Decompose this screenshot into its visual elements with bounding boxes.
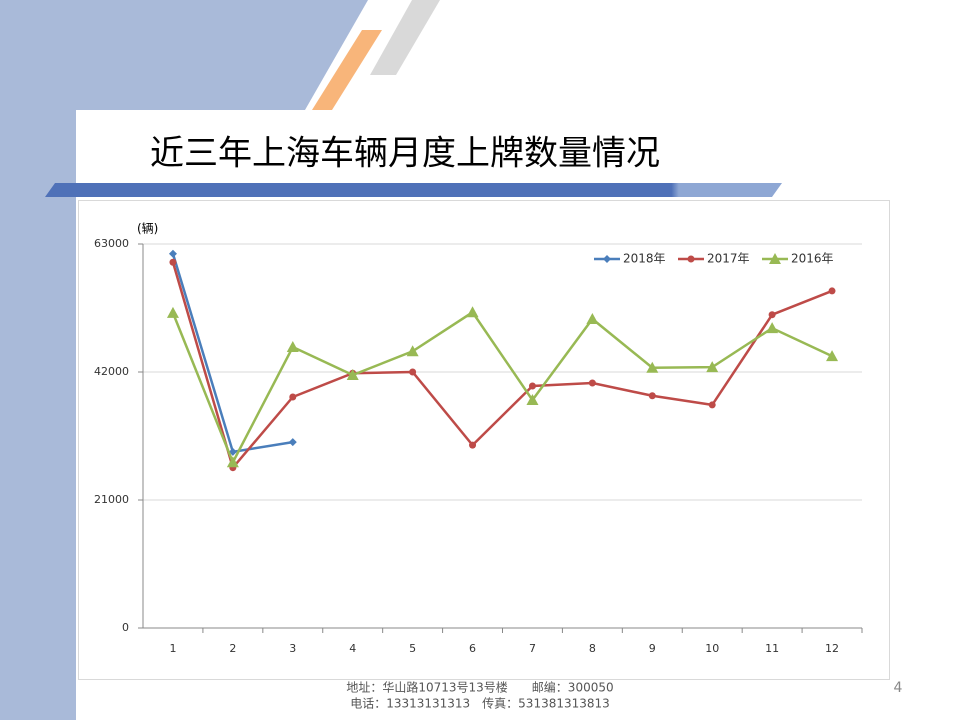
series-line: [171, 310, 833, 466]
x-tick-label: 1: [169, 642, 176, 655]
marker: [289, 393, 297, 401]
marker: [168, 249, 177, 258]
marker: [588, 379, 596, 387]
marker: [469, 441, 477, 449]
y-tick-label: 63000: [94, 237, 129, 250]
legend-label: 2017年: [707, 252, 750, 266]
marker: [828, 287, 836, 295]
x-tick-label: 8: [589, 642, 596, 655]
y-tick-label: 42000: [94, 365, 129, 378]
marker: [406, 345, 419, 357]
y-tick-label: 21000: [94, 493, 129, 506]
x-tick-label: 9: [649, 642, 656, 655]
marker: [826, 350, 839, 362]
chart-title: 近三年上海车辆月度上牌数量情况: [150, 134, 660, 174]
marker: [226, 456, 239, 468]
marker: [766, 322, 779, 334]
top-panel: [0, 0, 368, 110]
marker: [346, 369, 359, 381]
marker: [288, 438, 297, 447]
x-tick-label: 3: [289, 642, 296, 655]
x-tick-label: 2: [229, 642, 236, 655]
x-tick-label: 5: [409, 642, 416, 655]
y-tick-label: 0: [122, 621, 129, 634]
marker: [526, 394, 539, 406]
card: [77, 110, 960, 720]
marker: [466, 306, 479, 318]
marker: [648, 392, 656, 400]
x-tick-label: 6: [469, 642, 476, 655]
marker: [687, 255, 695, 263]
page-number: 4: [894, 680, 903, 696]
gray-stripe: [370, 0, 440, 75]
marker: [708, 401, 716, 409]
y-axis-label: (辆): [137, 222, 158, 236]
x-tick-label: 10: [705, 642, 719, 655]
marker: [603, 255, 611, 263]
x-tick-label: 7: [529, 642, 536, 655]
marker: [586, 312, 599, 324]
orange-stripe: [312, 30, 382, 110]
series-line: [171, 261, 833, 471]
marker: [769, 253, 781, 264]
x-tick-label: 12: [825, 642, 839, 655]
footer-address: 地址：华山路10713号13号楼 邮编：300050: [346, 680, 613, 695]
title-bar: [45, 183, 782, 197]
marker: [646, 361, 659, 373]
marker: [169, 258, 177, 266]
marker: [166, 306, 179, 318]
x-tick-label: 11: [765, 642, 779, 655]
marker: [286, 341, 299, 353]
marker: [528, 382, 536, 390]
legend-label: 2016年: [791, 252, 834, 266]
footer-phone: 电话：13313131313 传真：531381313813: [350, 696, 610, 711]
legend-label: 2018年: [623, 252, 666, 266]
marker: [706, 361, 719, 373]
marker: [228, 447, 237, 456]
side-panel: [0, 0, 76, 720]
marker: [768, 311, 776, 319]
chart-frame: [78, 200, 890, 680]
marker: [409, 368, 417, 376]
x-tick-label: 4: [349, 642, 356, 655]
